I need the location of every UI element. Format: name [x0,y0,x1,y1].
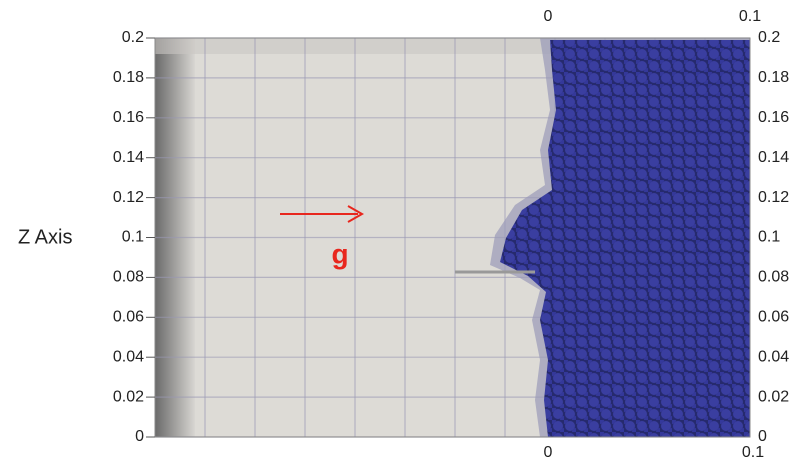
left-tick-label: 0.02 [113,388,144,405]
left-tick-label: 0.2 [122,29,144,46]
right-tick-label: 0.04 [758,348,789,365]
right-tick-label: 0.14 [758,149,789,166]
right-tick-label: 0.16 [758,109,789,126]
axis-title: Z Axis [18,226,72,248]
right-tick-label: 0 [758,428,767,445]
bottom-tick-label: 0 [544,444,553,461]
left-tick-label: 0 [135,428,144,445]
top-tick-label: 0.1 [739,8,761,25]
left-tick-label: 0.04 [113,348,144,365]
right-tick-label: 0.2 [758,29,780,46]
left-tick-label: 0.1 [122,229,144,246]
right-tick-label: 0.06 [758,309,789,326]
particles [500,40,750,437]
right-tick-label: 0.02 [758,388,789,405]
bottom-tick-label: 0.1 [742,444,764,461]
right-tick-label: 0.12 [758,189,789,206]
left-tick-label: 0.12 [113,189,144,206]
left-tick-label: 0.08 [113,269,144,286]
right-tick-label: 0.08 [758,269,789,286]
left-tick-label: 0.18 [113,69,144,86]
left-tick-label: 0.06 [113,309,144,326]
left-tick-label: 0.14 [113,149,144,166]
right-tick-label: 0.1 [758,229,780,246]
arrow-head [347,205,365,223]
top-tick-label: 0 [544,8,553,25]
gravity-label: g [331,238,348,269]
left-tick-label: 0.16 [113,109,144,126]
ticks: 0.2 0.2 0.18 0.18 0.16 0.16 0.14 0.14 0.12 0.12 0.… [113,8,789,461]
right-tick-label: 0.18 [758,69,789,86]
